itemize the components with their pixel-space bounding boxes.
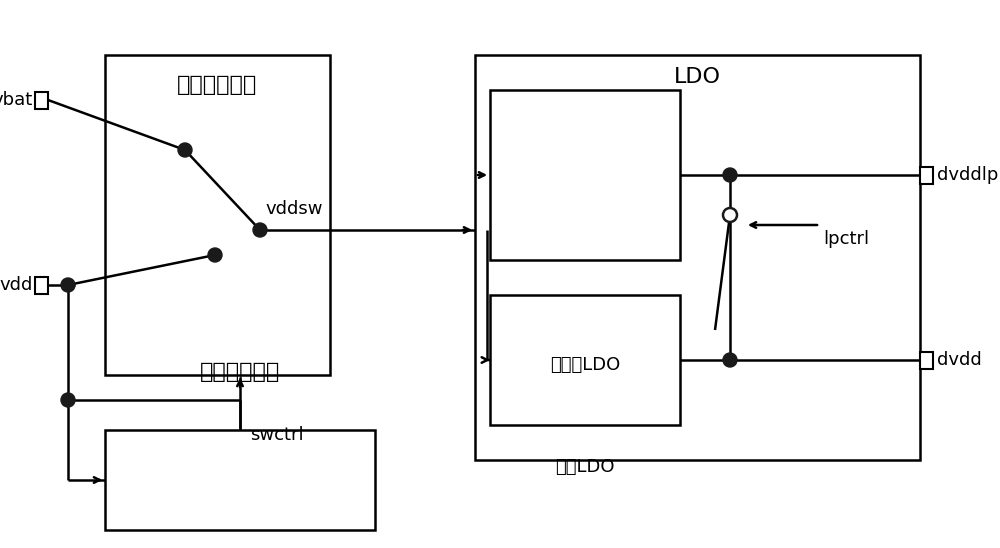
Bar bbox=[920, 167, 933, 184]
Bar bbox=[920, 352, 933, 369]
Circle shape bbox=[253, 223, 267, 237]
Text: 正常LDO: 正常LDO bbox=[555, 458, 615, 476]
Bar bbox=[475, 55, 920, 460]
Text: vbat: vbat bbox=[0, 91, 33, 109]
Text: dvddlp: dvddlp bbox=[937, 166, 998, 184]
Text: 低功耗LDO: 低功耗LDO bbox=[550, 356, 620, 374]
Bar bbox=[490, 295, 680, 425]
Bar bbox=[105, 55, 330, 375]
Circle shape bbox=[61, 278, 75, 292]
Text: vddsw: vddsw bbox=[265, 200, 322, 218]
Text: LDO: LDO bbox=[674, 67, 720, 87]
Text: vdd: vdd bbox=[0, 276, 33, 294]
Text: 电源检测模块: 电源检测模块 bbox=[200, 362, 280, 382]
Text: dvdd: dvdd bbox=[937, 351, 982, 369]
Circle shape bbox=[178, 143, 192, 157]
Circle shape bbox=[208, 248, 222, 262]
Circle shape bbox=[723, 353, 737, 367]
Text: lpctrl: lpctrl bbox=[823, 230, 869, 248]
Bar bbox=[490, 90, 680, 260]
Circle shape bbox=[723, 208, 737, 222]
Bar bbox=[105, 430, 375, 530]
Circle shape bbox=[61, 393, 75, 407]
Bar bbox=[35, 277, 48, 294]
Text: swctrl: swctrl bbox=[250, 426, 304, 444]
Circle shape bbox=[723, 168, 737, 182]
Bar bbox=[35, 92, 48, 109]
Text: 电源切换模块: 电源切换模块 bbox=[177, 75, 257, 95]
